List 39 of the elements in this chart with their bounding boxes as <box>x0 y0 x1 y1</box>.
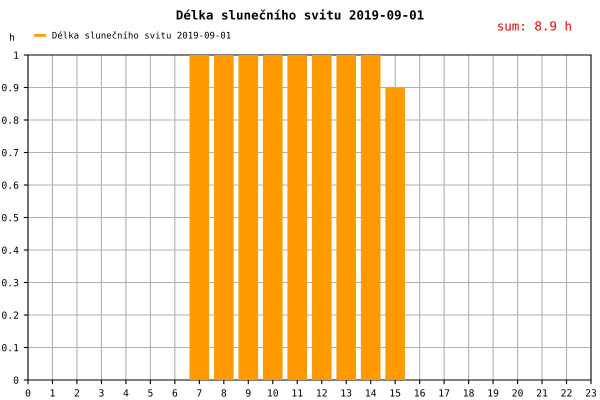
y-tick-label: 0.3 <box>2 279 18 286</box>
x-tick-label: 22 <box>561 389 572 396</box>
y-tick-label: 0.6 <box>2 182 18 189</box>
legend-label: Délka slunečního svitu 2019-09-01 <box>52 31 231 39</box>
x-tick-label: 18 <box>464 389 474 397</box>
y-tick-label: 0.5 <box>2 214 18 222</box>
y-tick-label: 1 <box>14 52 18 59</box>
y-tick-label: 0.2 <box>2 312 18 319</box>
y-tick-label: 0.4 <box>2 246 19 254</box>
chart-title: Délka slunečního svitu 2019-09-01 <box>176 9 424 20</box>
x-tick-label: 10 <box>268 389 278 397</box>
y-tick-label: 0.9 <box>2 84 18 92</box>
y-tick-label: 0.7 <box>2 149 18 156</box>
x-tick-label: 19 <box>488 389 498 397</box>
x-tick-label: 20 <box>512 389 523 397</box>
y-tick-label: 0 <box>14 376 18 384</box>
x-tick-label: 11 <box>292 389 302 396</box>
x-tick-label: 15 <box>390 389 400 397</box>
x-tick-label: 1 <box>50 389 55 396</box>
y-tick-label: 0.8 <box>2 116 18 124</box>
x-tick-label: 4 <box>123 389 128 396</box>
y-axis-title: h <box>10 33 14 41</box>
x-tick-label: 7 <box>197 389 202 396</box>
x-tick-label: 17 <box>439 389 450 396</box>
x-tick-label: 21 <box>536 389 548 396</box>
x-tick-label: 9 <box>246 389 251 397</box>
x-tick-label: 8 <box>222 389 226 397</box>
x-tick-label: 5 <box>148 389 153 397</box>
x-tick-label: 14 <box>366 389 376 396</box>
x-tick-label: 2 <box>74 389 80 396</box>
x-tick-label: 0 <box>26 389 30 397</box>
x-tick-label: 13 <box>342 389 352 397</box>
x-tick-label: 3 <box>99 389 104 397</box>
x-tick-label: 6 <box>172 389 178 397</box>
text: sum: 8.9 h <box>498 20 571 31</box>
y-tick-label: 0.1 <box>2 344 18 352</box>
x-tick-label: 16 <box>414 389 425 397</box>
x-tick-label: 23 <box>586 389 596 397</box>
x-tick-label: 12 <box>317 389 327 396</box>
